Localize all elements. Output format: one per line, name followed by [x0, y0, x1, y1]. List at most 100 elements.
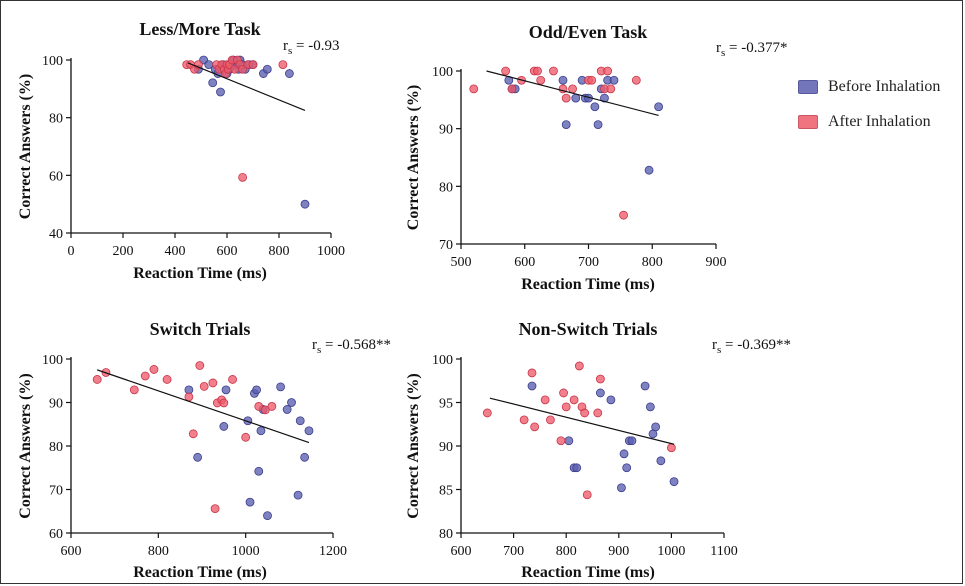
data-point-after — [603, 66, 613, 76]
data-point-before — [651, 422, 661, 432]
data-point-before — [221, 385, 231, 395]
data-point-before — [617, 483, 626, 493]
x-tick-label: 700 — [578, 255, 599, 270]
data-point-after — [568, 84, 577, 94]
data-point-after — [536, 75, 546, 85]
data-point-after — [210, 504, 220, 514]
y-tick-label: 90 — [49, 397, 63, 412]
data-point-after — [208, 378, 218, 388]
x-axis-label: Reaction Time (ms) — [133, 265, 267, 282]
data-point-before — [254, 466, 264, 476]
data-point-before — [300, 452, 310, 462]
x-tick-label: 900 — [706, 255, 727, 270]
data-point-after — [667, 443, 676, 453]
data-point-before — [640, 381, 650, 391]
data-point-before — [284, 69, 294, 78]
y-tick-label: 80 — [49, 440, 63, 455]
data-point-before — [590, 102, 600, 112]
x-tick-label: 600 — [514, 255, 535, 270]
data-point-before — [619, 449, 629, 459]
y-tick-label: 100 — [432, 65, 453, 80]
x-tick-label: 1000 — [317, 244, 345, 259]
data-point-before — [595, 388, 605, 398]
x-tick-label: 800 — [269, 244, 290, 259]
data-point-after — [92, 375, 102, 384]
y-tick-label: 95 — [439, 397, 453, 412]
data-point-after — [469, 84, 479, 94]
y-tick-label: 100 — [42, 353, 63, 368]
data-point-before — [256, 426, 266, 436]
data-point-after — [267, 402, 277, 411]
data-point-after — [619, 210, 628, 220]
x-tick-label: 400 — [165, 244, 186, 259]
data-point-before — [654, 102, 664, 112]
data-point-before — [245, 497, 255, 507]
data-point-after — [501, 66, 511, 76]
data-point-after — [248, 60, 258, 70]
data-point-after — [631, 75, 641, 85]
legend-label-before: Before Inhalation — [828, 78, 941, 95]
data-point-after — [199, 382, 209, 391]
data-point-after — [533, 66, 542, 76]
data-point-before — [295, 416, 305, 426]
data-point-after — [549, 66, 558, 76]
data-point-before — [304, 426, 314, 436]
data-point-after — [228, 375, 237, 384]
x-tick-label: 1000 — [657, 544, 685, 559]
data-point-before — [193, 452, 203, 462]
legend-swatch-after — [798, 115, 818, 129]
chart-title: Less/More Task — [139, 19, 260, 39]
legend-item-after: After Inhalation — [798, 111, 940, 133]
x-tick-label: 1200 — [319, 544, 347, 559]
legend-swatch-before — [798, 80, 818, 94]
data-point-after — [593, 408, 603, 418]
legend-label-after: After Inhalation — [828, 113, 931, 130]
legend: Before Inhalation After Inhalation — [798, 76, 940, 146]
data-point-before — [263, 511, 272, 520]
data-point-before — [622, 463, 632, 473]
data-point-after — [587, 75, 597, 85]
data-point-after — [188, 429, 198, 439]
data-point-before — [558, 75, 568, 85]
data-point-before — [561, 120, 571, 130]
data-point-before — [300, 199, 310, 209]
x-axis-label: Reaction Time (ms) — [521, 276, 655, 293]
x-tick-label: 800 — [642, 255, 663, 270]
data-point-after — [546, 415, 555, 425]
chart-title: Non-Switch Trials — [519, 319, 658, 339]
data-point-after — [149, 365, 159, 374]
y-tick-label: 70 — [439, 238, 453, 253]
data-point-before — [252, 385, 261, 395]
x-tick-label: 800 — [148, 544, 169, 559]
chart-panel-odd-even: Odd/Even Task rs = -0.377* 70 80 90 100 500 600… — [405, 22, 788, 293]
data-point-before — [645, 402, 655, 412]
data-point-after — [241, 432, 251, 442]
y-axis-label: Correct Answers (%) — [17, 373, 34, 518]
regression-line — [489, 397, 675, 445]
x-tick-label: 1000 — [232, 544, 260, 559]
y-tick-label: 60 — [49, 169, 63, 184]
data-point-before — [644, 165, 654, 175]
data-point-before — [627, 436, 637, 446]
data-point-after — [561, 93, 571, 103]
x-tick-label: 600 — [451, 544, 472, 559]
chart-panel-non-switch: Non-Switch Trials rs = -0.369** 80 85 90 95 10… — [405, 319, 791, 581]
chart-title: Odd/Even Task — [529, 22, 648, 42]
x-tick-label: 600 — [217, 244, 238, 259]
data-point-before — [219, 422, 229, 431]
x-tick-label: 800 — [556, 544, 577, 559]
regression-line — [486, 70, 659, 116]
correlation-label: rs = -0.369** — [712, 337, 791, 356]
data-point-after — [219, 398, 229, 408]
data-point-before — [564, 436, 574, 446]
data-point-after — [595, 374, 605, 384]
x-tick-label: 600 — [61, 544, 82, 559]
regression-line — [187, 62, 306, 112]
data-point-before — [262, 64, 272, 74]
correlation-label: rs = -0.93 — [283, 38, 340, 57]
data-point-after — [561, 402, 571, 412]
y-tick-label: 80 — [439, 527, 453, 542]
data-point-before — [287, 398, 296, 407]
y-axis-label: Correct Answers (%) — [405, 85, 422, 230]
